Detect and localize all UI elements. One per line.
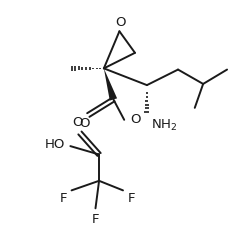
- Text: O: O: [72, 116, 82, 129]
- Text: NH$_2$: NH$_2$: [151, 117, 178, 133]
- Text: F: F: [60, 192, 67, 204]
- Polygon shape: [104, 68, 117, 101]
- Text: O: O: [115, 16, 126, 29]
- Text: O: O: [79, 117, 89, 130]
- Text: F: F: [92, 213, 99, 226]
- Text: HO: HO: [45, 138, 65, 151]
- Text: O: O: [130, 113, 141, 126]
- Text: F: F: [127, 192, 135, 204]
